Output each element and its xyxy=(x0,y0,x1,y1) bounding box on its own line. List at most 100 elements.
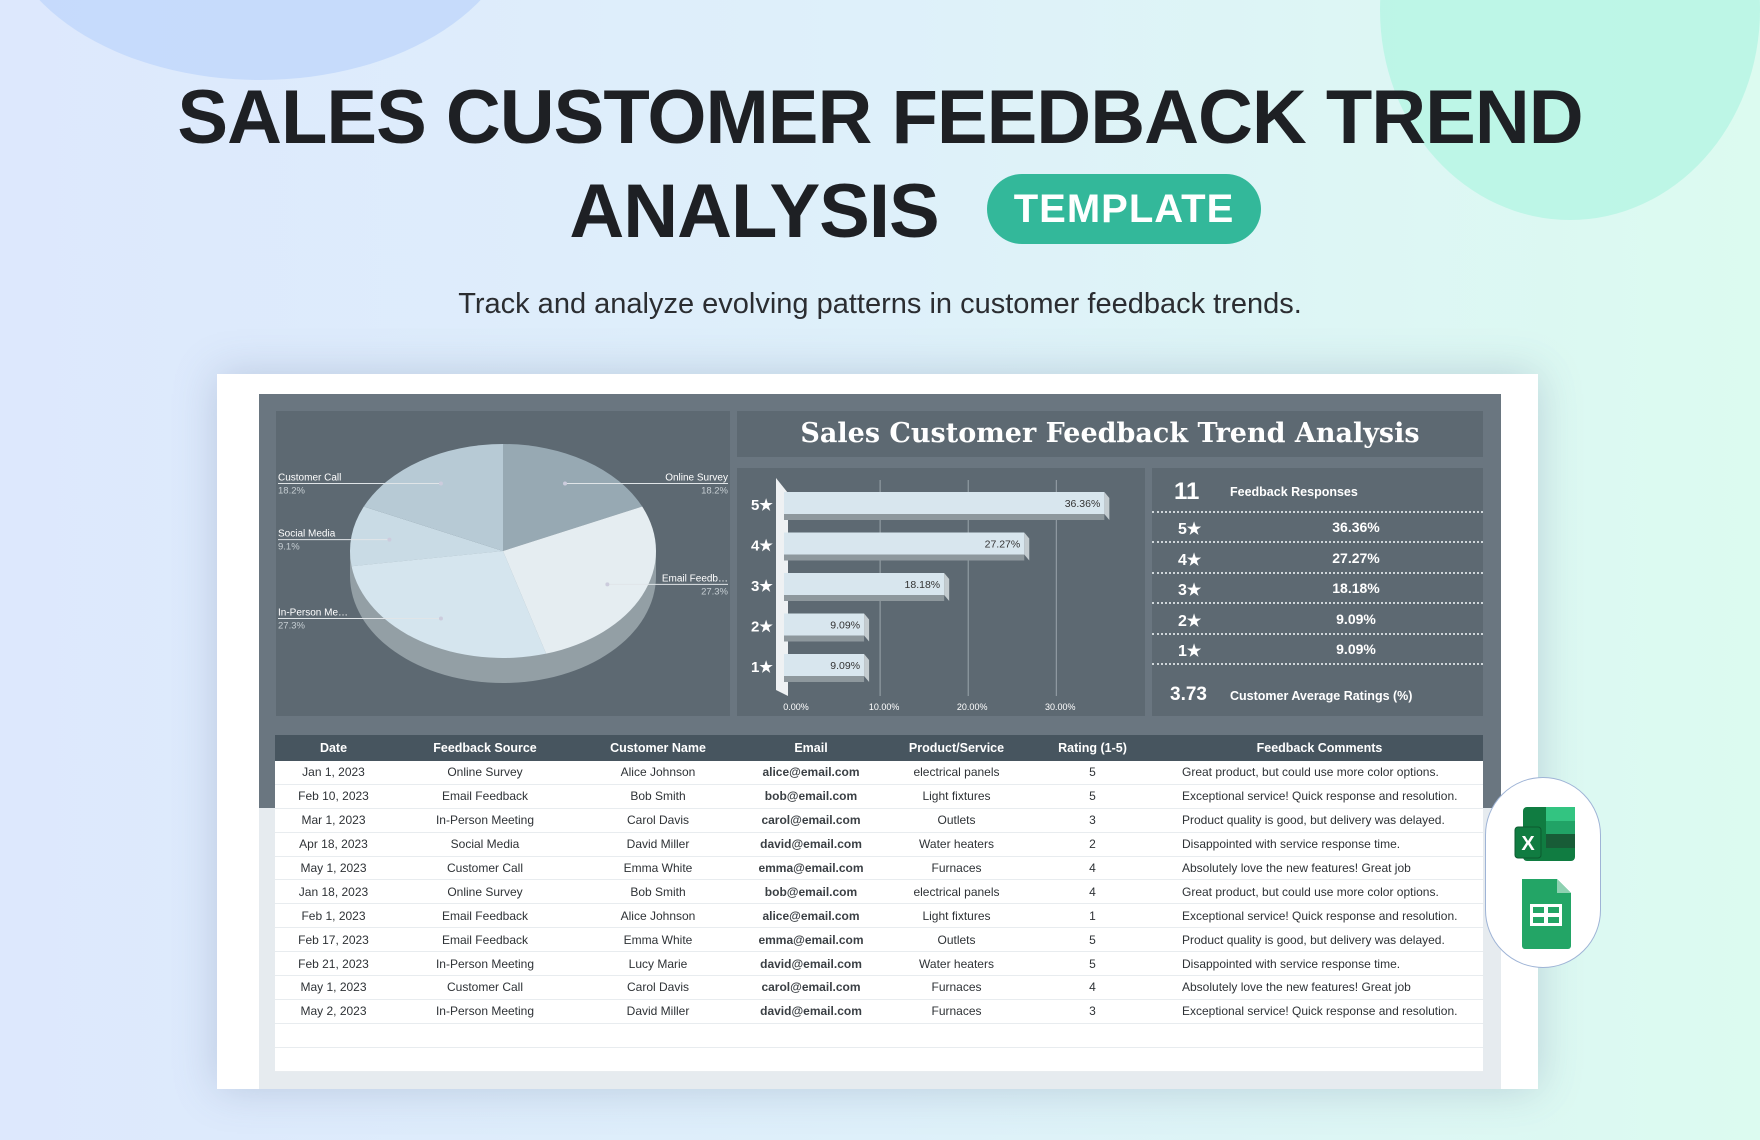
column-header[interactable]: Rating (1-5) xyxy=(1058,741,1127,755)
rating-cell[interactable]: 4 xyxy=(1089,861,1096,875)
comment-cell[interactable]: Disappointed with service response time. xyxy=(1182,837,1401,852)
email-cell[interactable]: emma@email.com xyxy=(758,932,864,947)
table-row[interactable]: Jan 18, 2023 Online Survey Bob Smith bob@em… xyxy=(275,880,1483,905)
comment-cell[interactable]: Disappointed with service response time. xyxy=(1182,956,1401,971)
comment-cell[interactable]: Exceptional service! Quick response and … xyxy=(1182,789,1458,804)
empty-row[interactable] xyxy=(275,1023,1483,1048)
pie-slice[interactable] xyxy=(503,506,656,654)
date-cell[interactable]: Jan 1, 2023 xyxy=(302,765,365,780)
comment-cell[interactable]: Great product, but could use more color … xyxy=(1182,884,1439,899)
rating-cell[interactable]: 3 xyxy=(1089,1004,1096,1019)
bar[interactable] xyxy=(784,532,1025,555)
email-cell[interactable]: bob@email.com xyxy=(764,789,858,804)
date-cell[interactable]: May 2, 2023 xyxy=(300,1004,367,1019)
table-row[interactable]: Apr 18, 2023 Social Media David Miller davi… xyxy=(275,832,1483,857)
product-cell[interactable]: Furnaces xyxy=(931,980,982,995)
table-row[interactable]: Feb 10, 2023 Email Feedback Bob Smith bob@e… xyxy=(275,784,1483,809)
email-cell[interactable]: alice@email.com xyxy=(762,908,860,923)
date-cell[interactable]: Feb 1, 2023 xyxy=(301,908,366,923)
comment-cell[interactable]: Product quality is good, but delivery wa… xyxy=(1182,813,1445,828)
customer-cell[interactable]: Alice Johnson xyxy=(620,908,696,923)
date-cell[interactable]: Feb 17, 2023 xyxy=(298,932,369,947)
source-cell[interactable]: Customer Call xyxy=(446,980,524,995)
table-row[interactable]: Feb 1, 2023 Email Feedback Alice Johnson al… xyxy=(275,904,1483,929)
bar[interactable] xyxy=(784,573,945,595)
empty-row[interactable] xyxy=(275,1047,1483,1072)
email-cell[interactable]: carol@email.com xyxy=(761,980,861,995)
date-cell[interactable]: May 1, 2023 xyxy=(300,861,367,875)
source-cell[interactable]: Email Feedback xyxy=(441,932,529,947)
comment-cell[interactable]: Exceptional service! Quick response and … xyxy=(1182,908,1458,923)
source-cell[interactable]: Email Feedback xyxy=(441,789,529,804)
table-row[interactable]: Feb 17, 2023 Email Feedback Emma White emma… xyxy=(275,928,1483,953)
email-cell[interactable]: bob@email.com xyxy=(764,884,858,899)
column-header[interactable]: Date xyxy=(319,741,348,755)
rating-cell[interactable]: 4 xyxy=(1089,884,1096,899)
column-header[interactable]: Email xyxy=(794,741,828,755)
source-cell[interactable]: Customer Call xyxy=(446,861,524,875)
date-cell[interactable]: Jan 18, 2023 xyxy=(298,884,369,899)
column-header[interactable]: Feedback Source xyxy=(433,741,537,755)
comment-cell[interactable]: Exceptional service! Quick response and … xyxy=(1182,1004,1458,1019)
pie-slice[interactable] xyxy=(350,506,503,567)
product-cell[interactable]: electrical panels xyxy=(913,884,1000,899)
rating-cell[interactable]: 5 xyxy=(1089,932,1096,947)
product-cell[interactable]: Light fixtures xyxy=(922,789,991,804)
customer-cell[interactable]: Bob Smith xyxy=(630,884,686,899)
column-header[interactable]: Feedback Comments xyxy=(1256,741,1383,755)
source-cell[interactable]: In-Person Meeting xyxy=(435,956,535,971)
email-cell[interactable]: alice@email.com xyxy=(762,765,860,780)
customer-cell[interactable]: Bob Smith xyxy=(630,789,686,804)
bar[interactable] xyxy=(784,492,1105,514)
product-cell[interactable]: Furnaces xyxy=(931,861,982,875)
table-row[interactable]: Jan 1, 2023 Online Survey Alice Johnson ali… xyxy=(275,761,1483,785)
rating-cell[interactable]: 1 xyxy=(1089,908,1096,923)
table-row[interactable]: Feb 21, 2023 In-Person Meeting Lucy Marie d… xyxy=(275,952,1483,977)
comment-cell[interactable]: Absolutely love the new features! Great … xyxy=(1182,861,1411,875)
date-cell[interactable]: Mar 1, 2023 xyxy=(301,813,366,828)
rating-cell[interactable]: 4 xyxy=(1089,980,1096,995)
product-cell[interactable]: Light fixtures xyxy=(922,908,991,923)
email-cell[interactable]: emma@email.com xyxy=(758,861,864,875)
rating-cell[interactable]: 2 xyxy=(1089,837,1096,852)
pie-slice[interactable] xyxy=(363,444,503,551)
pie-slice[interactable] xyxy=(351,551,547,658)
email-cell[interactable]: david@email.com xyxy=(760,1004,862,1019)
pie-slice[interactable] xyxy=(503,444,643,551)
table-row[interactable]: May 1, 2023 Customer Call Emma White emma@e… xyxy=(275,856,1483,881)
bar[interactable] xyxy=(784,654,865,676)
product-cell[interactable]: Water heaters xyxy=(919,837,994,852)
table-row[interactable]: May 1, 2023 Customer Call Carol Davis carol… xyxy=(275,976,1483,1000)
source-cell[interactable]: In-Person Meeting xyxy=(435,813,535,828)
email-cell[interactable]: carol@email.com xyxy=(761,813,861,828)
customer-cell[interactable]: Lucy Marie xyxy=(628,956,688,971)
source-cell[interactable]: Online Survey xyxy=(447,884,523,899)
date-cell[interactable]: May 1, 2023 xyxy=(300,980,367,995)
email-cell[interactable]: david@email.com xyxy=(760,956,862,971)
table-row[interactable]: May 2, 2023 In-Person Meeting David Miller… xyxy=(275,999,1483,1024)
customer-cell[interactable]: Emma White xyxy=(623,932,693,947)
date-cell[interactable]: Feb 10, 2023 xyxy=(298,789,369,804)
customer-cell[interactable]: David Miller xyxy=(626,837,690,852)
product-cell[interactable]: Outlets xyxy=(937,932,976,947)
rating-cell[interactable]: 3 xyxy=(1089,813,1096,828)
source-cell[interactable]: In-Person Meeting xyxy=(435,1004,535,1019)
column-header[interactable]: Customer Name xyxy=(610,741,706,755)
column-header[interactable]: Product/Service xyxy=(908,741,1005,755)
comment-cell[interactable]: Great product, but could use more color … xyxy=(1182,765,1439,780)
customer-cell[interactable]: Alice Johnson xyxy=(620,765,696,780)
product-cell[interactable]: Outlets xyxy=(937,813,976,828)
customer-cell[interactable]: Emma White xyxy=(623,861,693,875)
source-cell[interactable]: Social Media xyxy=(450,837,520,852)
rating-cell[interactable]: 5 xyxy=(1089,956,1096,971)
email-cell[interactable]: david@email.com xyxy=(760,837,862,852)
source-cell[interactable]: Email Feedback xyxy=(441,908,529,923)
comment-cell[interactable]: Product quality is good, but delivery wa… xyxy=(1182,932,1445,947)
bar[interactable] xyxy=(784,613,865,636)
customer-cell[interactable]: Carol Davis xyxy=(626,813,689,828)
source-cell[interactable]: Online Survey xyxy=(447,765,523,780)
table-row[interactable]: Mar 1, 2023 In-Person Meeting Carol Davis c… xyxy=(275,808,1483,833)
comment-cell[interactable]: Absolutely love the new features! Great … xyxy=(1182,980,1411,995)
customer-cell[interactable]: David Miller xyxy=(626,1004,690,1019)
customer-cell[interactable]: Carol Davis xyxy=(626,980,689,995)
